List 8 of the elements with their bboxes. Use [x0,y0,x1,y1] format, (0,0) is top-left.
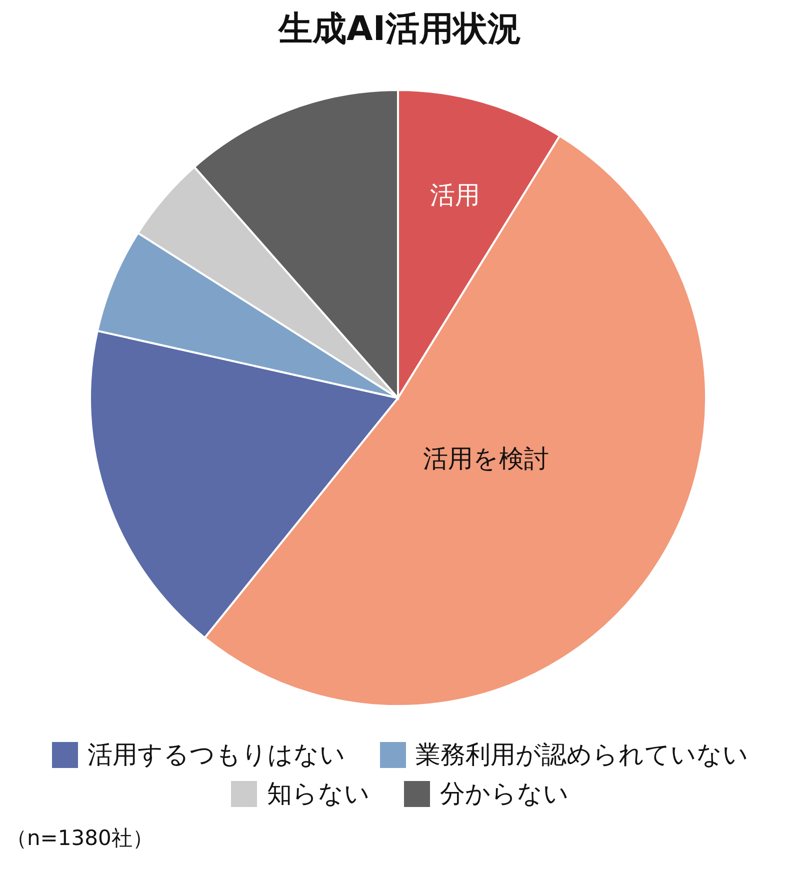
text: （n=1380社） [6,825,154,852]
legend-label: 分からない [440,778,569,810]
legend-label: 活用するつもりはない [88,739,346,771]
slice-label: 活用 [430,180,480,210]
legend-label: 知らない [267,778,370,810]
chart-title: 生成AI活用状況 [276,8,522,51]
legend-label: 業務利用が認められていない [416,739,748,771]
slice-label: 活用を検討 [423,444,549,474]
